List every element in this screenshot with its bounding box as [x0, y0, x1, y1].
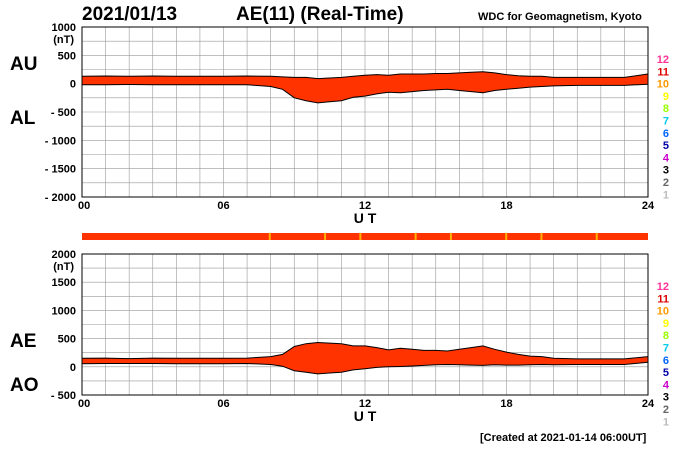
- y-tick-label: 1500: [52, 277, 76, 289]
- plot-frame: [81, 253, 649, 396]
- x-tick-label: 00: [78, 398, 90, 410]
- legend-entry: 7: [663, 116, 669, 128]
- legend-entry: 4: [663, 379, 670, 391]
- x-tick-label: 12: [359, 200, 371, 212]
- station-coverage-mark: [414, 233, 417, 240]
- plot-frame: [81, 26, 649, 198]
- chart-title: AE(11) (Real-Time): [236, 4, 404, 25]
- y-tick-label: 1000: [52, 305, 76, 317]
- x-tick-label: 06: [217, 398, 229, 410]
- x-tick-label: 00: [78, 200, 90, 212]
- legend-entry: 6: [663, 355, 669, 367]
- legend-entry: 2: [663, 177, 669, 189]
- y-tick-label: 0: [70, 79, 76, 91]
- station-coverage-mark: [449, 233, 452, 240]
- legend-entry: 4: [663, 152, 670, 164]
- station-coverage-bar: [82, 233, 648, 240]
- legend-entry: 9: [663, 91, 669, 103]
- y-tick-label: 2000: [52, 249, 76, 261]
- x-axis-label: U T: [354, 408, 377, 424]
- index-range-area: [82, 342, 648, 374]
- y-tick-label: 500: [58, 334, 76, 346]
- y-tick-label: - 500: [51, 390, 76, 402]
- legend-entry: 12: [657, 281, 669, 293]
- series-label-ae: AE: [10, 331, 36, 352]
- legend-entry: 5: [663, 140, 669, 152]
- y-tick-label: - 1000: [45, 135, 76, 147]
- legend-entry: 10: [657, 306, 669, 318]
- station-coverage-mark: [359, 233, 362, 240]
- legend-entry: 1: [663, 416, 669, 428]
- station-coverage-mark: [595, 233, 598, 240]
- series-label-au: AU: [10, 54, 37, 75]
- al-line: [82, 83, 649, 104]
- x-tick-label: 24: [642, 398, 655, 410]
- legend-entry: 6: [663, 128, 669, 140]
- legend-entry: 8: [663, 330, 669, 342]
- legend-entry: 10: [657, 79, 669, 91]
- y-unit-label: (nT): [53, 34, 74, 46]
- x-tick-label: 12: [359, 398, 371, 410]
- y-tick-label: - 2000: [45, 192, 76, 204]
- legend-entry: 9: [663, 318, 669, 330]
- x-tick-label: 06: [217, 200, 229, 212]
- x-tick-label: 18: [500, 200, 512, 212]
- legend-entry: 5: [663, 367, 669, 379]
- x-tick-label: 18: [500, 398, 512, 410]
- legend-entry: 8: [663, 103, 669, 115]
- legend-entry: 1: [663, 189, 669, 201]
- ao-line: [81, 361, 649, 375]
- y-tick-label: 0: [70, 362, 76, 374]
- x-tick-label: 24: [642, 200, 655, 212]
- legend-entry: 3: [663, 392, 669, 404]
- chart-date: 2021/01/13: [82, 4, 178, 25]
- au-line: [81, 71, 649, 80]
- x-axis-label: U T: [354, 210, 377, 226]
- legend-entry: 2: [663, 404, 669, 416]
- ae-line: [81, 341, 649, 360]
- station-coverage-mark: [540, 233, 543, 240]
- series-label-al: AL: [10, 108, 36, 129]
- y-tick-label: - 500: [51, 107, 76, 119]
- station-coverage-mark: [268, 233, 271, 240]
- y-tick-label: 1000: [52, 22, 76, 34]
- created-timestamp: [Created at 2021-01-14 06:00UT]: [480, 432, 647, 444]
- index-range-area: [82, 71, 648, 103]
- series-label-ao: AO: [10, 375, 39, 396]
- station-coverage-mark: [505, 233, 508, 240]
- y-tick-label: 500: [58, 50, 76, 62]
- legend-entry: 11: [657, 66, 669, 78]
- data-source: WDC for Geomagnetism, Kyoto: [478, 11, 642, 23]
- legend-entry: 3: [663, 165, 669, 177]
- y-tick-label: - 1500: [45, 164, 76, 176]
- legend-entry: 7: [663, 343, 669, 355]
- legend-entry: 11: [657, 293, 669, 305]
- legend-entry: 12: [657, 54, 669, 66]
- y-unit-label: (nT): [53, 261, 74, 273]
- station-coverage-mark: [324, 233, 327, 240]
